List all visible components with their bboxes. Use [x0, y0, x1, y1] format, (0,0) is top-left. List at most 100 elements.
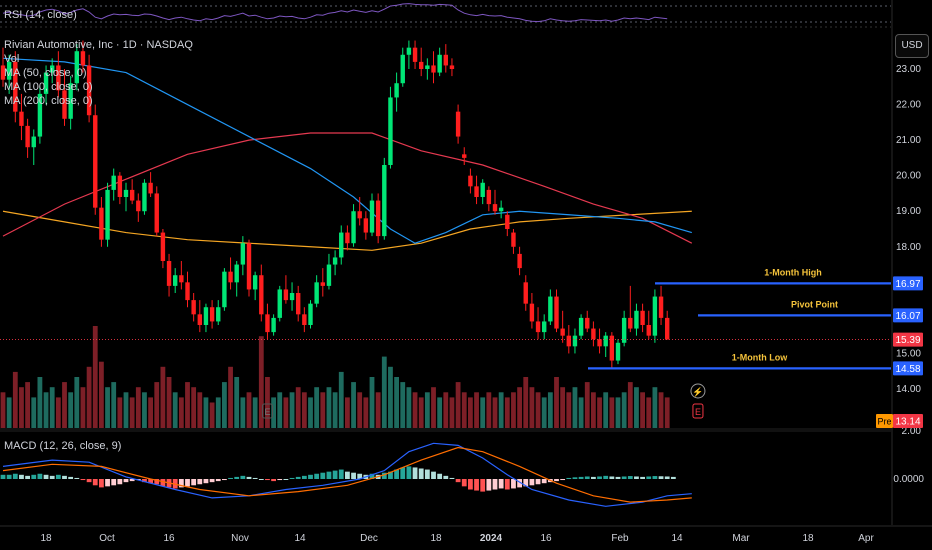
volume-bar [449, 397, 455, 428]
volume-bar [658, 392, 664, 428]
volume-bar [578, 397, 584, 428]
volume-bar [572, 387, 578, 428]
macd-histogram-bar [591, 476, 596, 479]
volume-bar [584, 382, 590, 428]
ma100-legend[interactable]: MA (100, close, 0) [4, 81, 93, 93]
candle-body [505, 214, 510, 229]
macd-histogram-bar [443, 475, 449, 479]
premarket-tag [876, 414, 893, 428]
macd-histogram-bar [148, 479, 153, 484]
currency-button[interactable]: USD [895, 34, 929, 58]
price-badge-value: 14.58 [895, 364, 920, 375]
volume-bar [142, 392, 147, 428]
candle-body [6, 61, 12, 80]
macd-histogram-bar [670, 476, 676, 479]
candle-body [498, 207, 504, 212]
volume-bar [535, 392, 541, 428]
macd-histogram-bar [203, 479, 209, 484]
time-axis: 18 Oct 16 Nov 14 Dec 18 2024 16 Feb 14 Mar 18 Apr [0, 525, 932, 544]
macd-histogram-bar [55, 474, 61, 479]
lightning-glyph: ⚡ [692, 386, 703, 398]
candle-body [136, 200, 141, 212]
volume-bar [99, 361, 104, 428]
volume-bar [129, 397, 135, 428]
candle-body [634, 310, 639, 329]
volume-bar [517, 387, 522, 428]
x-tick-label: 18 [40, 533, 52, 544]
earnings-marker-label: E [695, 407, 701, 417]
macd-histogram-bar [209, 479, 215, 483]
macd-legend-label[interactable]: MACD (12, 26, close, 9) [4, 440, 122, 452]
macd-histogram-bar [178, 479, 184, 488]
candle-body [13, 61, 18, 112]
candles [0, 40, 670, 368]
rsi-pane [0, 3, 891, 28]
macd-histogram-bar [222, 479, 227, 481]
ma100-line [2, 132, 693, 244]
macd-histogram-bar [301, 475, 307, 479]
ma200-legend[interactable]: MA (200, close, 0) [4, 95, 93, 107]
candle-body [74, 51, 79, 84]
macd-histogram-bar [68, 476, 74, 479]
candle-body [277, 289, 282, 318]
price-badge [893, 361, 923, 376]
macd-histogram-bar [400, 467, 406, 479]
macd-histogram-bar [185, 479, 190, 487]
macd-histogram-bar [117, 479, 123, 485]
candle-body [314, 282, 319, 304]
symbol-title[interactable]: Rivian Automotive, Inc · 1D · NASDAQ [4, 39, 193, 51]
candle-body [160, 232, 166, 261]
volume-bar [566, 392, 572, 428]
ma50-legend[interactable]: MA (50, close, 0) [4, 67, 87, 79]
macd-histogram-bar [345, 471, 350, 479]
candle-body [117, 175, 123, 197]
price-badge [893, 276, 923, 291]
volume-bar [394, 377, 399, 428]
macd-histogram-bar [31, 474, 37, 479]
macd-histogram-bar [80, 479, 86, 481]
volume-bar [388, 366, 393, 428]
macd-histogram-bar [535, 479, 541, 485]
macd-y-tick-label: 0.0000 [893, 474, 924, 485]
macd-histogram-bar [99, 479, 104, 488]
y-tick-label: 19.00 [896, 206, 921, 217]
candle-body [129, 189, 135, 201]
candle-body [271, 317, 276, 333]
x-tick-label: 16 [540, 533, 552, 544]
volume-bar [418, 397, 424, 428]
macd-histogram-bar [320, 472, 326, 479]
volume-bar [172, 392, 178, 428]
macd-histogram-bar [0, 474, 6, 479]
candle-body [529, 303, 535, 322]
macd-histogram-bar [431, 471, 436, 479]
macd-histogram-bar [541, 479, 547, 484]
macd-histogram-bar [160, 479, 166, 487]
candle-body [123, 189, 129, 197]
macd-histogram-bar [474, 479, 479, 491]
macd-histogram-bar [74, 477, 80, 479]
macd-histogram-bar [191, 479, 197, 486]
volume-bar [258, 336, 264, 428]
candle-body [468, 175, 473, 187]
volume-bar [480, 397, 486, 428]
candle-body [615, 342, 621, 361]
volume-bar [461, 392, 467, 428]
volume-bar [92, 326, 98, 428]
volume-bar [326, 387, 332, 428]
volume-bar [646, 397, 652, 428]
macd-histogram-bar [123, 479, 129, 483]
volume-legend[interactable]: Vol [4, 53, 20, 65]
price-badge [893, 414, 923, 428]
price-badge [893, 308, 923, 323]
macd-signal-line [2, 446, 692, 503]
candle-body [222, 271, 227, 308]
volume-bar [560, 387, 566, 428]
volume-bar [664, 397, 670, 428]
volume-bar [240, 397, 246, 428]
volume-bar [363, 397, 369, 428]
candle-body [474, 186, 479, 197]
candle-body [652, 296, 658, 336]
candle-body [99, 207, 104, 240]
